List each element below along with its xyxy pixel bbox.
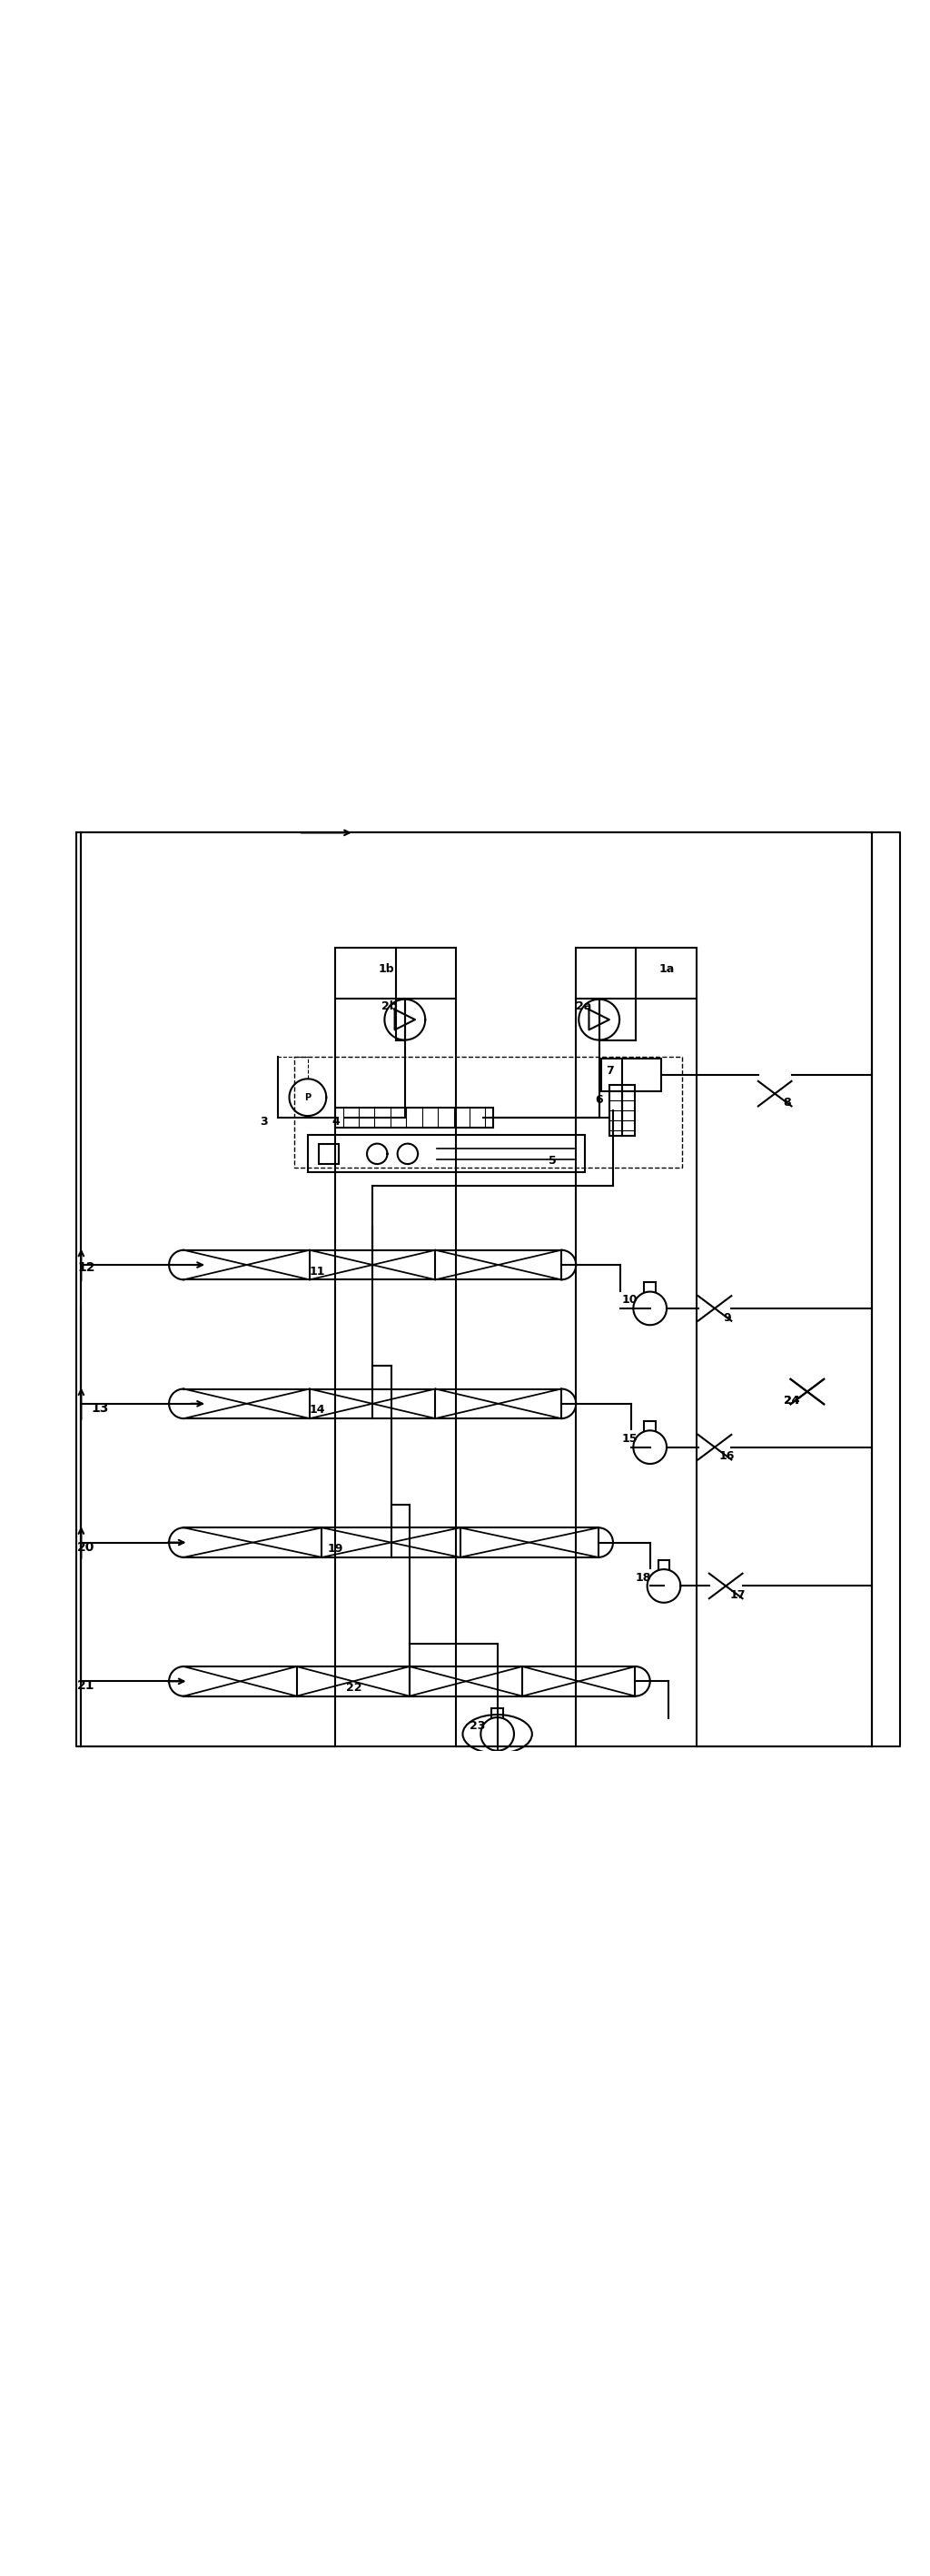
Text: 21: 21 [77,1680,95,1692]
Text: 18: 18 [635,1571,651,1584]
Text: 17: 17 [730,1589,746,1602]
Text: 1b: 1b [379,963,394,974]
Text: 2a: 2a [576,999,591,1012]
Text: 10: 10 [621,1293,638,1306]
Bar [576,948,697,999]
Text: 7: 7 [606,1064,614,1077]
Text: 3: 3 [260,1115,268,1128]
Text: 4: 4 [331,1115,339,1128]
Text: P: P [304,1092,311,1103]
Bar [602,1059,661,1092]
Text: 12: 12 [77,1262,95,1275]
Text: 24: 24 [784,1396,800,1406]
Text: 14: 14 [309,1404,325,1417]
Text: 9: 9 [723,1311,731,1324]
Text: 19: 19 [327,1543,343,1556]
Text: 15: 15 [621,1432,638,1445]
Bar [294,1056,683,1167]
Bar [609,1084,635,1136]
Text: 24: 24 [784,1396,800,1406]
Bar [336,948,456,999]
Text: 13: 13 [91,1401,109,1414]
Text: 8: 8 [783,1097,790,1108]
Text: 22: 22 [346,1682,362,1692]
Text: 1a: 1a [658,963,674,974]
Text: 5: 5 [549,1154,557,1167]
Text: 16: 16 [719,1450,735,1463]
Bar [336,1108,493,1128]
Text: 20: 20 [77,1540,95,1553]
Text: 6: 6 [595,1095,603,1105]
Text: 23: 23 [469,1721,485,1731]
Text: 11: 11 [309,1265,325,1278]
Text: 2b: 2b [381,999,397,1012]
Bar [308,1136,585,1172]
Bar [319,1144,339,1164]
